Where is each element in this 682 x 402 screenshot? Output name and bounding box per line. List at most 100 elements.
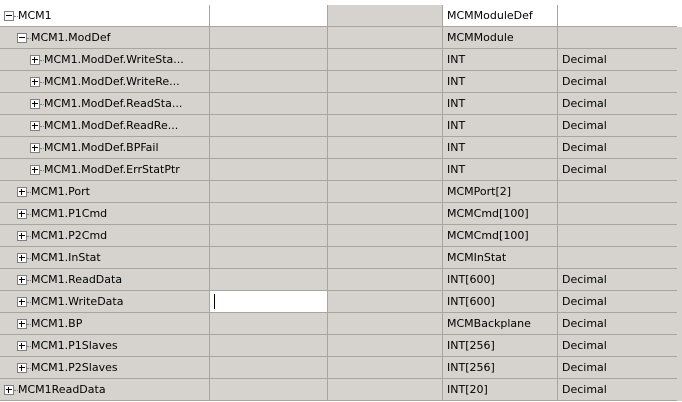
collapse-button[interactable] [4,11,14,21]
data-type-cell[interactable]: INT[600] [443,291,558,313]
expand-button[interactable] [30,121,40,131]
name-cell[interactable]: MCM1 [0,5,210,27]
style-cell[interactable]: Decimal [558,357,677,379]
style-cell[interactable] [558,27,677,49]
data-type-cell[interactable]: INT[600] [443,269,558,291]
style-cell[interactable]: Decimal [558,115,677,137]
name-cell[interactable]: MCM1.ModDef.WriteSta... [0,49,210,71]
tag-row[interactable]: MCM1.P1Cmd MCMCmd[100] [0,203,682,225]
value-cell[interactable] [210,335,328,357]
expand-button[interactable] [30,165,40,175]
expand-button[interactable] [17,187,27,197]
name-cell[interactable]: MCM1.P2Slaves [0,357,210,379]
tag-row[interactable]: MCM1.P2Slaves INT[256] Decimal [0,357,682,379]
tag-row[interactable]: MCM1.BP MCMBackplane Decimal [0,313,682,335]
tag-row[interactable]: MCM1.ModDef.BPFail INT Decimal [0,137,682,159]
expand-button[interactable] [17,319,27,329]
data-type-cell[interactable]: INT [443,159,558,181]
expand-button[interactable] [17,363,27,373]
data-type-cell[interactable]: MCMCmd[100] [443,203,558,225]
data-type-cell[interactable]: MCMPort[2] [443,181,558,203]
expand-button[interactable] [4,385,14,395]
value-cell[interactable] [210,379,328,401]
value-cell[interactable] [210,137,328,159]
name-cell[interactable]: MCM1.WriteData [0,291,210,313]
style-cell[interactable] [558,247,677,269]
style-cell[interactable]: Decimal [558,49,677,71]
tag-row[interactable]: MCM1.ModDef.ReadSta... INT Decimal [0,93,682,115]
data-type-cell[interactable]: MCMModule [443,27,558,49]
tag-row[interactable]: MCM1.ModDef.ReadRe... INT Decimal [0,115,682,137]
tag-row[interactable]: MCM1.InStat MCMInStat [0,247,682,269]
expand-button[interactable] [17,231,27,241]
tag-row[interactable]: MCM1ReadData INT[20] Decimal [0,379,682,401]
style-cell[interactable]: Decimal [558,269,677,291]
tag-row[interactable]: MCM1.ModDef.WriteSta... INT Decimal [0,49,682,71]
data-type-cell[interactable]: MCMBackplane [443,313,558,335]
tag-row[interactable]: MCM1.P2Cmd MCMCmd[100] [0,225,682,247]
value-cell[interactable] [210,203,328,225]
style-cell[interactable]: Decimal [558,379,677,401]
data-type-cell[interactable]: MCMInStat [443,247,558,269]
expand-button[interactable] [30,143,40,153]
value-cell[interactable] [210,269,328,291]
data-type-cell[interactable]: INT[20] [443,379,558,401]
tag-row[interactable]: MCM1.ModDef.ErrStatPtr INT Decimal [0,159,682,181]
name-cell[interactable]: MCM1.BP [0,313,210,335]
data-type-cell[interactable]: INT[256] [443,357,558,379]
data-type-cell[interactable]: INT [443,49,558,71]
collapse-button[interactable] [17,33,27,43]
expand-button[interactable] [30,77,40,87]
name-cell[interactable]: MCM1.ModDef.WriteRe... [0,71,210,93]
style-cell[interactable]: Decimal [558,137,677,159]
name-cell[interactable]: MCM1ReadData [0,379,210,401]
expand-button[interactable] [17,297,27,307]
name-cell[interactable]: MCM1.ModDef.ReadSta... [0,93,210,115]
tag-row[interactable]: MCM1.P1Slaves INT[256] Decimal [0,335,682,357]
value-cell[interactable] [210,159,328,181]
data-type-cell[interactable]: INT [443,115,558,137]
data-type-cell[interactable]: INT[256] [443,335,558,357]
data-type-cell[interactable]: INT [443,93,558,115]
value-cell[interactable] [210,181,328,203]
tag-row[interactable]: MCM1.Port MCMPort[2] [0,181,682,203]
tag-row[interactable]: MCM1.ReadData INT[600] Decimal [0,269,682,291]
expand-button[interactable] [17,253,27,263]
style-cell[interactable] [558,203,677,225]
name-cell[interactable]: MCM1.Port [0,181,210,203]
tag-row[interactable]: MCM1.ModDef.WriteRe... INT Decimal [0,71,682,93]
expand-button[interactable] [17,209,27,219]
style-cell[interactable] [558,225,677,247]
value-cell[interactable] [210,115,328,137]
expand-button[interactable] [30,99,40,109]
name-cell[interactable]: MCM1.P1Slaves [0,335,210,357]
value-cell[interactable] [210,5,328,27]
value-cell[interactable] [210,93,328,115]
expand-button[interactable] [30,55,40,65]
value-cell[interactable] [210,27,328,49]
style-cell[interactable]: Decimal [558,335,677,357]
style-cell[interactable]: Decimal [558,313,677,335]
tag-row[interactable]: MCM1.ModDef MCMModule [0,27,682,49]
name-cell[interactable]: MCM1.P1Cmd [0,203,210,225]
value-cell[interactable] [210,225,328,247]
style-cell[interactable]: Decimal [558,71,677,93]
value-cell[interactable] [210,71,328,93]
data-type-cell[interactable]: MCMModuleDef [443,5,558,27]
name-cell[interactable]: MCM1.ModDef.ReadRe... [0,115,210,137]
value-cell[interactable] [210,49,328,71]
expand-button[interactable] [17,275,27,285]
name-cell[interactable]: MCM1.ModDef.BPFail [0,137,210,159]
style-cell[interactable]: Decimal [558,93,677,115]
tag-row[interactable]: MCM1.WriteData INT[600] Decimal [0,291,682,313]
value-cell[interactable] [210,247,328,269]
value-cell[interactable] [210,357,328,379]
name-cell[interactable]: MCM1.ModDef [0,27,210,49]
value-cell[interactable] [210,313,328,335]
style-cell[interactable] [558,5,677,27]
name-cell[interactable]: MCM1.InStat [0,247,210,269]
style-cell[interactable] [558,181,677,203]
name-cell[interactable]: MCM1.ReadData [0,269,210,291]
data-type-cell[interactable]: INT [443,137,558,159]
expand-button[interactable] [17,341,27,351]
